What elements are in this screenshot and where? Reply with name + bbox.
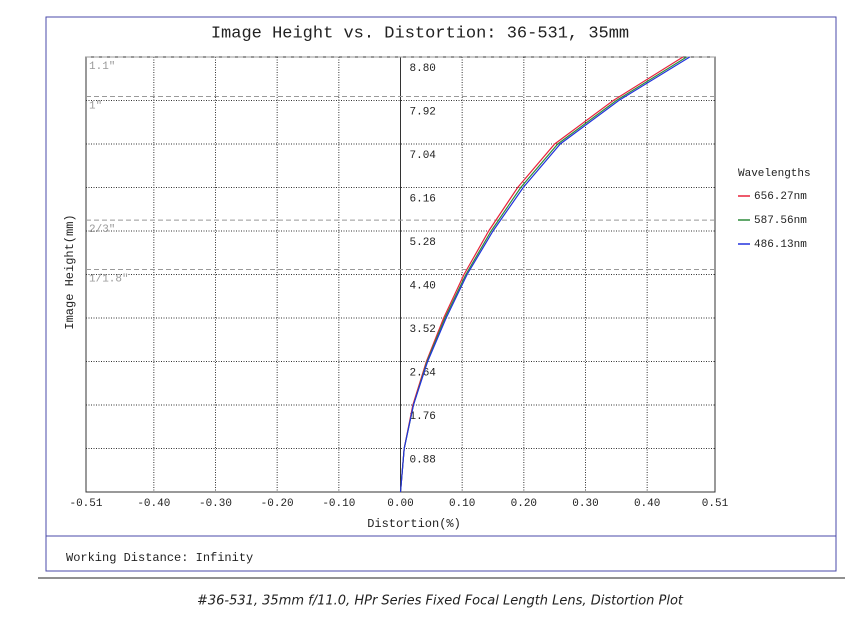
- y-tick-label: 7.92: [410, 106, 436, 118]
- sensor-label: 1": [89, 100, 102, 112]
- x-axis-label: Distortion(%): [367, 517, 461, 531]
- y-tick-label: 6.16: [410, 193, 436, 205]
- chart-title: Image Height vs. Distortion: 36-531, 35m…: [211, 24, 629, 43]
- y-tick-label: 1.76: [410, 411, 436, 423]
- y-tick-label: 5.28: [410, 237, 436, 249]
- legend-label: 587.56nm: [754, 215, 807, 227]
- y-tick-label: 0.88: [410, 454, 436, 466]
- y-tick-label: 7.04: [410, 150, 437, 162]
- x-tick-label: 0.20: [511, 498, 537, 510]
- y-tick-label: 4.40: [410, 280, 436, 292]
- caption: #36-531, 35mm f/11.0, HPr Series Fixed F…: [197, 594, 684, 609]
- y-axis-label: Image Height(mm): [63, 214, 77, 329]
- x-tick-label: -0.51: [69, 498, 102, 510]
- legend-title: Wavelengths: [738, 168, 811, 180]
- x-tick-label: 0.51: [702, 498, 729, 510]
- x-tick-label: 0.30: [572, 498, 598, 510]
- x-tick-label: -0.40: [137, 498, 170, 510]
- legend-label: 656.27nm: [754, 191, 807, 203]
- sensor-label: 2/3": [89, 224, 115, 236]
- frame: [45, 16, 837, 572]
- sensor-label: 1.1": [89, 61, 115, 73]
- sensor-label: 1/1.8": [89, 273, 129, 285]
- y-tick-label: 3.52: [410, 324, 436, 336]
- x-tick-label: -0.30: [199, 498, 232, 510]
- x-tick-label: -0.10: [322, 498, 355, 510]
- series-line: [399, 56, 691, 493]
- x-tick-label: -0.20: [261, 498, 294, 510]
- y-tick-label: 8.80: [410, 63, 436, 75]
- x-tick-label: 0.40: [634, 498, 660, 510]
- footer: Working Distance: Infinity: [66, 551, 253, 565]
- x-tick-label: 0.10: [449, 498, 475, 510]
- legend-label: 486.13nm: [754, 239, 807, 251]
- x-tick-label: 0.00: [387, 498, 413, 510]
